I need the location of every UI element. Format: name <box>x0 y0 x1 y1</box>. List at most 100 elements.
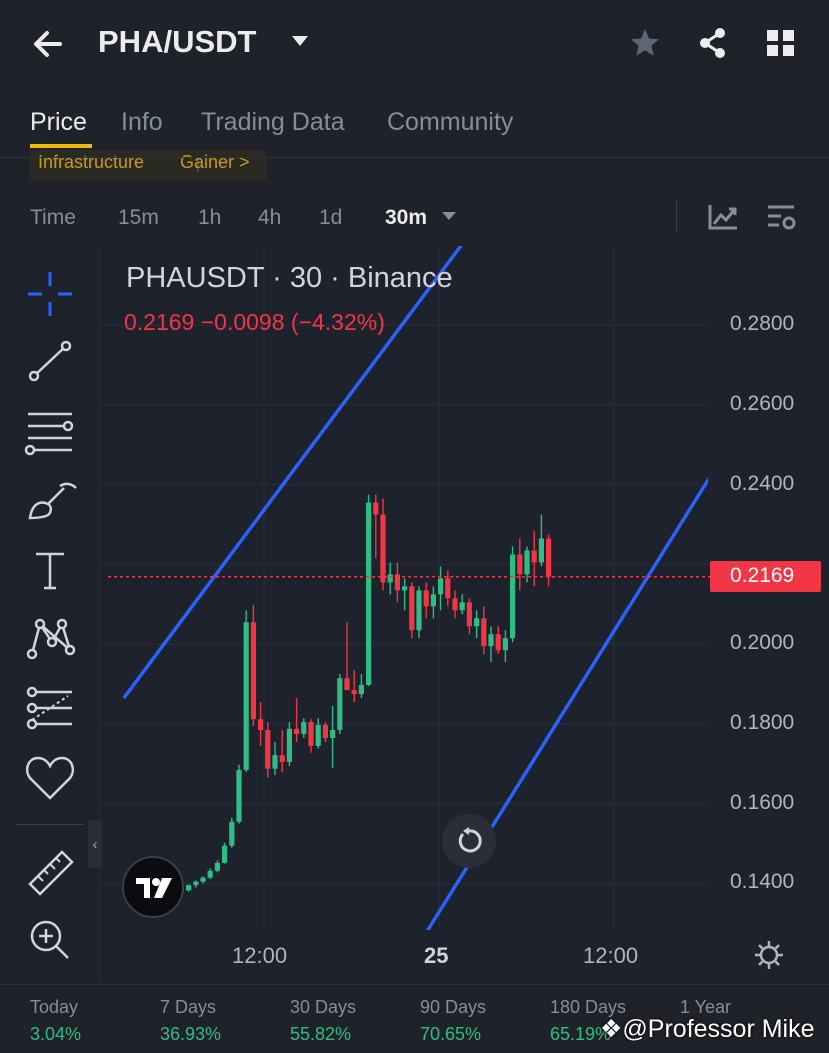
stat-1-year: 1 Year <box>680 997 731 1024</box>
candle-body <box>308 722 314 746</box>
chart-settings-icon[interactable] <box>764 202 798 232</box>
candle <box>430 586 436 619</box>
tf-30m[interactable]: 30m <box>385 206 428 229</box>
grid-menu-icon[interactable] <box>764 26 798 60</box>
tab-trading-data[interactable]: Trading Data <box>201 108 345 136</box>
trend-line-icon[interactable] <box>22 334 78 390</box>
candle <box>236 764 242 824</box>
price-axis-label: 0.2000 <box>730 631 795 654</box>
candle-body <box>272 755 278 769</box>
candle <box>308 719 314 753</box>
app-header: PHA/USDT <box>0 0 829 90</box>
candle-body <box>229 821 235 846</box>
candle-body <box>322 724 328 738</box>
candle-body <box>416 590 422 631</box>
candlesticks <box>128 494 552 898</box>
stat-label: 180 Days <box>550 997 627 1017</box>
candle <box>380 498 386 591</box>
candle <box>488 626 494 663</box>
candle-body <box>546 538 552 577</box>
candle-body <box>366 502 372 685</box>
tab-community[interactable]: Community <box>387 108 514 136</box>
channel-upper-line[interactable] <box>122 147 534 700</box>
candle-body <box>387 574 393 583</box>
candle <box>402 578 408 611</box>
tab-price[interactable]: Price <box>30 108 87 136</box>
brush-icon[interactable] <box>22 474 78 530</box>
candle <box>358 674 364 699</box>
reset-chart-button[interactable] <box>442 814 496 868</box>
candle <box>200 876 206 884</box>
tf-4h[interactable]: 4h <box>258 206 282 229</box>
indicator-chart-icon[interactable] <box>706 202 740 232</box>
gear-icon[interactable] <box>752 938 786 972</box>
candle-body <box>495 634 501 651</box>
timeframe-dropdown-icon[interactable] <box>442 212 456 220</box>
candle <box>366 494 372 687</box>
candle <box>250 605 256 726</box>
candle <box>409 582 415 639</box>
toolbar-separator <box>676 200 677 232</box>
pattern-tool-icon[interactable] <box>22 610 78 666</box>
candle-body <box>294 728 300 734</box>
drawing-toolbar <box>0 246 100 982</box>
candle-body <box>207 870 213 878</box>
back-arrow-icon[interactable] <box>30 26 66 62</box>
candle <box>373 494 379 559</box>
candle-body <box>466 602 472 627</box>
zoom-in-icon[interactable] <box>22 912 78 968</box>
candle-body <box>481 618 487 647</box>
candle-body <box>409 586 415 631</box>
candle <box>445 570 451 607</box>
candle-body <box>452 598 458 611</box>
star-icon[interactable] <box>628 26 662 60</box>
tab-info[interactable]: Info <box>121 108 163 136</box>
candle <box>423 582 429 619</box>
candle-body <box>423 590 429 607</box>
candle-body <box>301 722 307 734</box>
tradingview-logo[interactable] <box>122 856 184 918</box>
candle-body <box>279 755 285 762</box>
reset-icon <box>458 827 482 853</box>
candle-body <box>459 602 465 611</box>
collapse-toolbar-button[interactable]: ‹ <box>88 820 102 868</box>
candle-body <box>222 845 228 863</box>
candle-body <box>502 638 508 651</box>
candle <box>387 562 393 595</box>
pair-title[interactable]: PHA/USDT <box>98 24 257 59</box>
prediction-tool-icon[interactable] <box>22 680 78 736</box>
tf-time[interactable]: Time <box>30 206 76 229</box>
crosshair-icon[interactable] <box>22 266 78 322</box>
candle <box>330 706 336 768</box>
candle <box>193 880 199 888</box>
tf-1d[interactable]: 1d <box>319 206 343 229</box>
performance-stats: Today 3.04% 7 Days 36.93% 30 Days 55.82%… <box>0 984 829 1053</box>
candle <box>322 722 328 742</box>
tab-bar: Price Info Trading Data Community <box>0 100 829 148</box>
candle <box>315 718 321 749</box>
fib-retracement-icon[interactable] <box>22 404 78 460</box>
stat-label: 90 Days <box>420 997 487 1017</box>
share-icon[interactable] <box>696 26 730 60</box>
candle-body <box>351 690 357 695</box>
candle-body <box>250 622 256 720</box>
candle <box>344 622 350 691</box>
pair-dropdown-icon[interactable] <box>292 36 308 46</box>
tf-1h[interactable]: 1h <box>198 206 222 229</box>
text-tool-icon[interactable] <box>22 542 78 598</box>
candle-body <box>394 574 400 591</box>
ruler-icon[interactable] <box>22 844 78 900</box>
heart-icon[interactable] <box>22 750 78 806</box>
candle-body <box>380 514 386 583</box>
stat-value: 55.82% <box>290 1024 352 1044</box>
candle <box>459 594 465 615</box>
candle-body <box>315 724 321 746</box>
candle <box>301 718 307 738</box>
stat-7-days: 7 Days 36.93% <box>160 997 221 1045</box>
candle-body <box>186 885 192 891</box>
candle <box>510 546 516 643</box>
candle <box>222 842 228 864</box>
candle-body <box>373 502 379 515</box>
tf-15m[interactable]: 15m <box>118 206 159 229</box>
